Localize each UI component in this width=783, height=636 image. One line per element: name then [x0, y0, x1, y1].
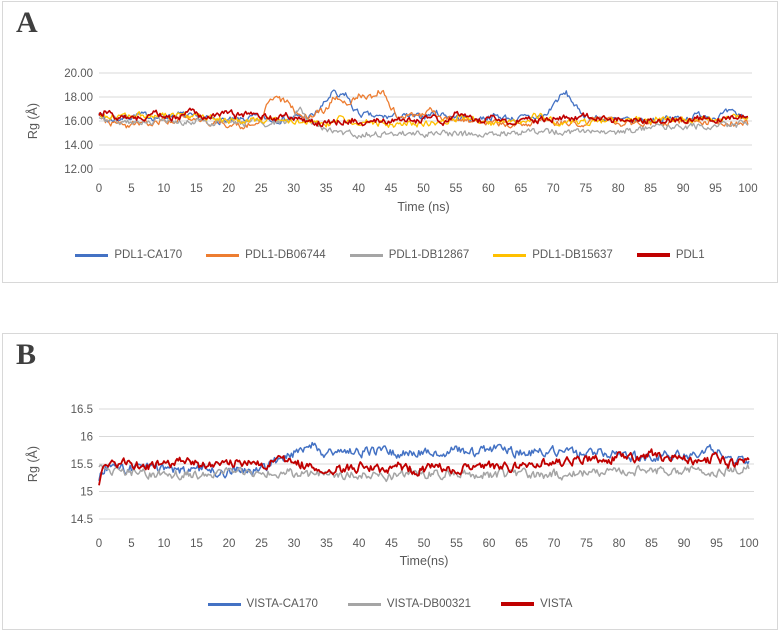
x-tick-label: 25: [255, 538, 268, 550]
x-tick-label: 95: [710, 538, 723, 550]
chart-b-plot: 16.5 16 15.5 15 14.50 5 10 15 20 25 30 35 40 45 50 55 60…: [25, 404, 759, 568]
x-tick-label: 40: [353, 538, 366, 550]
x-tick-label: 100: [739, 538, 758, 550]
y-tick-label: 18.00: [64, 92, 93, 104]
x-tick-label: 50: [417, 183, 430, 195]
legend-label: PDL1-CA170: [114, 249, 183, 261]
y-tick-label: 16: [80, 432, 93, 444]
legend-item-pdl1-ca170: PDL1-CA170: [75, 249, 182, 261]
x-tick-label: 60: [483, 538, 496, 550]
x-tick-label: 85: [645, 538, 658, 550]
x-tick-label: 45: [385, 538, 398, 550]
x-tick-label: 100: [738, 183, 757, 195]
x-tick-label: 25: [255, 183, 268, 195]
y-tick-label: 14.00: [64, 140, 93, 152]
legend-label: PDL1-DB15637: [532, 249, 613, 261]
x-tick-label: 70: [548, 538, 561, 550]
y-tick-label: 20.00: [64, 68, 93, 80]
series-line-pdl1: [98, 107, 748, 128]
legend-item-vista-db00321: VISTA-DB00321: [347, 598, 472, 610]
y-tick-label: 16.5: [71, 404, 93, 416]
legend-label: PDL1-DB06744: [245, 249, 326, 261]
x-tick-label: 75: [579, 183, 592, 195]
legend-item-vista-ca170: VISTA-CA170: [207, 598, 318, 610]
legend-swatch: [493, 253, 527, 257]
x-tick-label: 30: [287, 183, 300, 195]
x-tick-label: 65: [514, 183, 527, 195]
legend-swatch: [501, 602, 535, 606]
y-tick-label: 16.00: [64, 116, 93, 128]
x-tick-label: 30: [288, 538, 301, 550]
legend-item-pdl1-db06744: PDL1-DB06744: [206, 249, 326, 261]
y-axis-title: Rg (Å): [25, 103, 40, 139]
panel-a: A 20.00 18.00 16.00 14.00 12.00 0 5 10 15 20 25 30 3…: [2, 1, 778, 283]
x-tick-label: 90: [678, 538, 691, 550]
chart-a-legend: PDL1-CA170 PDL1-DB06744 PDL1-DB12867 PDL1-D…: [3, 249, 777, 261]
x-tick-label: 5: [128, 183, 134, 195]
y-tick-label: 15.5: [71, 459, 93, 471]
panel-b-label: B: [16, 338, 37, 371]
legend-label: VISTA: [540, 598, 573, 610]
legend-swatch: [75, 253, 109, 257]
x-tick-label: 60: [482, 183, 495, 195]
chart-a-plot: 20.00 18.00 16.00 14.00 12.000 5 10 15 20 25 30 35 4…: [25, 68, 758, 214]
series-line-vista: [98, 448, 750, 486]
series-line-vista-ca170: [98, 441, 750, 482]
x-tick-label: 35: [320, 183, 333, 195]
legend-item-pdl1-db15637: PDL1-DB15637: [493, 249, 613, 261]
y-tick-label: 15: [80, 487, 93, 499]
legend-label: PDL1: [675, 249, 705, 261]
x-tick-label: 70: [547, 183, 560, 195]
legend-swatch: [207, 602, 241, 606]
x-tick-label: 20: [222, 183, 235, 195]
y-axis-title: Rg (Å): [25, 446, 40, 482]
x-tick-label: 55: [450, 538, 463, 550]
legend-swatch: [206, 253, 240, 257]
y-tick-label: 12.00: [64, 164, 93, 176]
x-tick-label: 75: [580, 538, 593, 550]
x-tick-label: 95: [709, 183, 722, 195]
legend-swatch: [636, 253, 670, 257]
x-tick-label: 85: [644, 183, 657, 195]
x-axis-title: Time (ns): [397, 200, 449, 214]
legend-item-pdl1-db12867: PDL1-DB12867: [349, 249, 470, 261]
x-tick-label: 20: [223, 538, 236, 550]
legend-label: PDL1-DB12867: [388, 249, 470, 261]
x-tick-label: 5: [128, 538, 134, 550]
x-tick-label: 15: [190, 538, 203, 550]
x-tick-label: 45: [385, 183, 398, 195]
legend-swatch: [347, 602, 381, 606]
legend-item-pdl1: PDL1: [636, 249, 705, 261]
x-tick-label: 10: [158, 183, 171, 195]
x-tick-label: 35: [320, 538, 333, 550]
legend-item-vista: VISTA: [501, 598, 572, 610]
panel-b: B 16.5 16 15.5 15 14.5 0 5 10 15 20 25 30 35 40 45 50 55…: [2, 333, 778, 630]
x-tick-label: 80: [613, 538, 626, 550]
x-tick-label: 80: [612, 183, 625, 195]
series-line-vista-db00321: [98, 464, 750, 483]
x-tick-label: 0: [96, 538, 102, 550]
x-axis-title: Time(ns): [400, 554, 449, 568]
x-tick-label: 0: [96, 183, 102, 195]
y-tick-label: 14.5: [71, 514, 93, 526]
x-tick-label: 10: [158, 538, 171, 550]
legend-swatch: [349, 253, 383, 257]
series-line-pdl1-db12867: [98, 106, 749, 140]
x-tick-label: 55: [450, 183, 463, 195]
legend-label: VISTA-CA170: [246, 598, 318, 610]
legend-label: VISTA-DB00321: [386, 598, 472, 610]
x-tick-label: 15: [190, 183, 203, 195]
x-tick-label: 50: [418, 538, 431, 550]
x-tick-label: 90: [677, 183, 690, 195]
panel-a-label: A: [16, 6, 38, 39]
x-tick-label: 40: [352, 183, 365, 195]
chart-b-legend: VISTA-CA170 VISTA-DB00321 VISTA: [3, 598, 777, 610]
x-tick-label: 65: [515, 538, 528, 550]
